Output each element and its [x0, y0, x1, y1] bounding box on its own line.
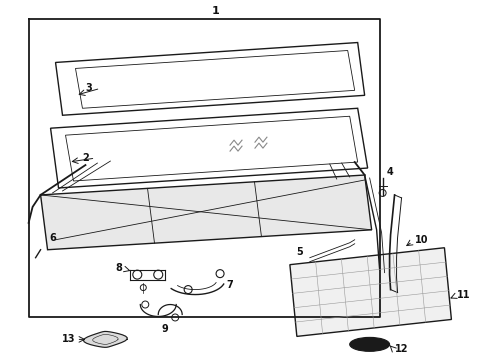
Text: 6: 6 — [49, 233, 56, 243]
Text: 11: 11 — [457, 289, 471, 300]
Text: 12: 12 — [394, 345, 408, 354]
Ellipse shape — [350, 337, 390, 351]
Polygon shape — [83, 332, 127, 347]
Text: 4: 4 — [386, 167, 393, 177]
Text: 7: 7 — [227, 280, 233, 289]
Text: 5: 5 — [296, 247, 303, 257]
Text: 3: 3 — [85, 84, 92, 93]
Polygon shape — [290, 248, 451, 336]
Polygon shape — [41, 175, 371, 250]
Text: 2: 2 — [82, 153, 89, 163]
Text: 10: 10 — [415, 235, 428, 245]
Text: 9: 9 — [162, 324, 169, 334]
Text: 13: 13 — [62, 334, 75, 345]
Text: 1: 1 — [211, 6, 219, 15]
Text: 8: 8 — [115, 263, 122, 273]
